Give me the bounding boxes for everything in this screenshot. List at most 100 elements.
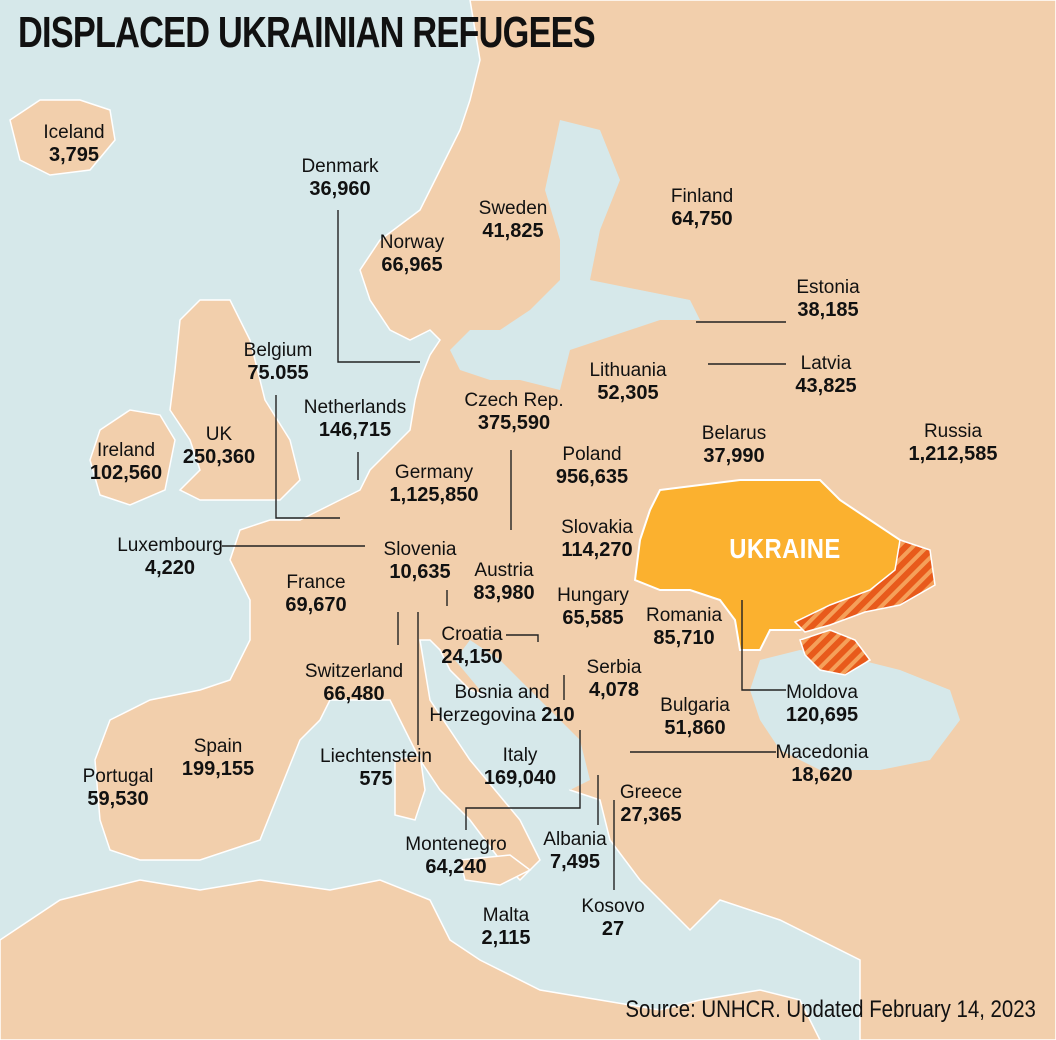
- country-name-line2: Herzegovina 210: [429, 704, 574, 727]
- refugee-count: 65,585: [562, 607, 624, 630]
- country-name: Serbia: [586, 657, 642, 678]
- label-lithuania: Lithuania 52,305: [589, 360, 666, 406]
- ireland-land: [89, 409, 176, 506]
- country-name: Croatia: [441, 624, 503, 645]
- adriatic-sea: [455, 640, 590, 790]
- refugee-count: 52,305: [597, 382, 659, 405]
- country-name: Latvia: [800, 353, 852, 374]
- country-name: France: [286, 572, 346, 593]
- refugee-count: 43,825: [795, 375, 857, 398]
- label-switzerland: Switzerland 66,480: [305, 661, 403, 707]
- country-name: Austria: [474, 560, 534, 581]
- label-albania: Albania 7,495: [543, 829, 606, 875]
- label-latvia: Latvia 43,825: [795, 353, 856, 399]
- refugee-count: 27,365: [620, 804, 682, 827]
- refugee-count: 24,150: [441, 646, 503, 669]
- label-macedonia: Macedonia 18,620: [776, 742, 869, 788]
- label-bosnia: Bosnia and Herzegovina 210: [429, 682, 574, 728]
- label-belgium: Belgium 75.055: [244, 340, 313, 386]
- country-name: Montenegro: [405, 834, 507, 855]
- refugee-count: 85,710: [653, 627, 715, 650]
- country-name: Albania: [543, 829, 607, 850]
- country-name: Ireland: [96, 440, 156, 461]
- label-kosovo: Kosovo 27: [581, 896, 644, 942]
- uk-land: [169, 299, 301, 501]
- country-name: Portugal: [82, 766, 154, 787]
- country-name: Finland: [670, 186, 734, 207]
- refugee-count: 4,078: [588, 679, 640, 702]
- country-name: Spain: [193, 736, 243, 757]
- country-name: Switzerland: [304, 661, 404, 682]
- country-name: Kosovo: [581, 896, 645, 917]
- black-sea: [750, 650, 960, 770]
- refugee-count: 120,695: [785, 704, 859, 727]
- iceland-land: [9, 99, 116, 176]
- refugee-count: 64,750: [671, 208, 733, 231]
- refugee-count: 69,670: [285, 594, 347, 617]
- label-estonia: Estonia 38,185: [796, 277, 859, 323]
- label-slovakia: Slovakia 114,270: [561, 517, 633, 563]
- label-uk: UK 250,360: [183, 424, 255, 470]
- sardinia-land: [394, 754, 426, 821]
- refugee-count: 83,980: [473, 582, 535, 605]
- refugee-count: 3,795: [48, 144, 100, 167]
- refugee-count: 41,825: [482, 220, 544, 243]
- leader-lines: [222, 210, 786, 890]
- label-luxembourg: Luxembourg 4,220: [117, 535, 223, 581]
- label-slovenia: Slovenia 10,635: [384, 539, 457, 585]
- country-name: Belgium: [243, 340, 313, 361]
- refugee-count: 64,240: [425, 856, 487, 879]
- label-ireland: Ireland 102,560: [90, 440, 162, 486]
- label-norway: Norway 66,965: [380, 232, 444, 278]
- label-russia: Russia 1,212,585: [909, 421, 998, 467]
- refugee-count: 66,480: [323, 683, 385, 706]
- refugee-count: 199,155: [181, 758, 255, 781]
- country-name: Greece: [619, 782, 683, 803]
- refugee-count: 146,715: [318, 419, 392, 442]
- country-name: Iceland: [43, 122, 105, 143]
- country-name: Sweden: [478, 198, 548, 219]
- country-name: Malta: [482, 905, 530, 926]
- label-finland: Finland 64,750: [671, 186, 733, 232]
- country-name: Slovakia: [561, 517, 633, 538]
- country-name: Italy: [502, 745, 538, 766]
- label-montenegro: Montenegro 64,240: [405, 834, 506, 880]
- country-name: Macedonia: [775, 742, 869, 763]
- country-name: Moldova: [786, 682, 858, 703]
- country-name: Germany: [394, 462, 474, 483]
- refugee-count: 4,220: [144, 557, 196, 580]
- country-name: Lithuania: [589, 360, 667, 381]
- refugee-count: 51,860: [664, 717, 726, 740]
- label-greece: Greece 27,365: [620, 782, 682, 828]
- country-name: Netherlands: [303, 397, 407, 418]
- map-title: DISPLACED UKRAINIAN REFUGEES: [18, 8, 596, 57]
- label-poland: Poland 956,635: [556, 444, 628, 490]
- refugee-count: 36,960: [309, 178, 371, 201]
- country-name: Bulgaria: [660, 695, 730, 716]
- label-germany: Germany 1,125,850: [390, 462, 479, 508]
- refugee-count: 956,635: [555, 466, 629, 489]
- refugee-count: 114,270: [561, 539, 633, 562]
- refugee-count: 66,965: [381, 254, 443, 277]
- north-africa-land: [0, 879, 821, 1040]
- country-name-line1: Bosnia and: [454, 682, 550, 703]
- refugee-count: 37,990: [703, 445, 765, 468]
- ukraine-label: UKRAINE: [729, 533, 841, 564]
- country-name: Herzegovina: [429, 705, 537, 727]
- label-serbia: Serbia 4,078: [587, 657, 642, 703]
- label-sweden: Sweden 41,825: [479, 198, 548, 244]
- country-name: Czech Rep.: [464, 390, 564, 411]
- label-belarus: Belarus 37,990: [702, 423, 766, 469]
- label-liechtenstein: Liechtenstein 575: [320, 746, 432, 792]
- refugee-count: 75.055: [247, 362, 309, 385]
- label-croatia: Croatia 24,150: [441, 624, 502, 670]
- refugee-count: 27: [601, 918, 625, 941]
- crimea: [799, 629, 872, 676]
- label-iceland: Iceland 3,795: [43, 122, 104, 168]
- country-name: Romania: [645, 605, 723, 626]
- refugee-count: 7,495: [549, 851, 601, 874]
- country-name: Norway: [379, 232, 445, 253]
- occupied-territory: [793, 539, 936, 633]
- country-name: Estonia: [796, 277, 860, 298]
- label-france: France 69,670: [285, 572, 346, 618]
